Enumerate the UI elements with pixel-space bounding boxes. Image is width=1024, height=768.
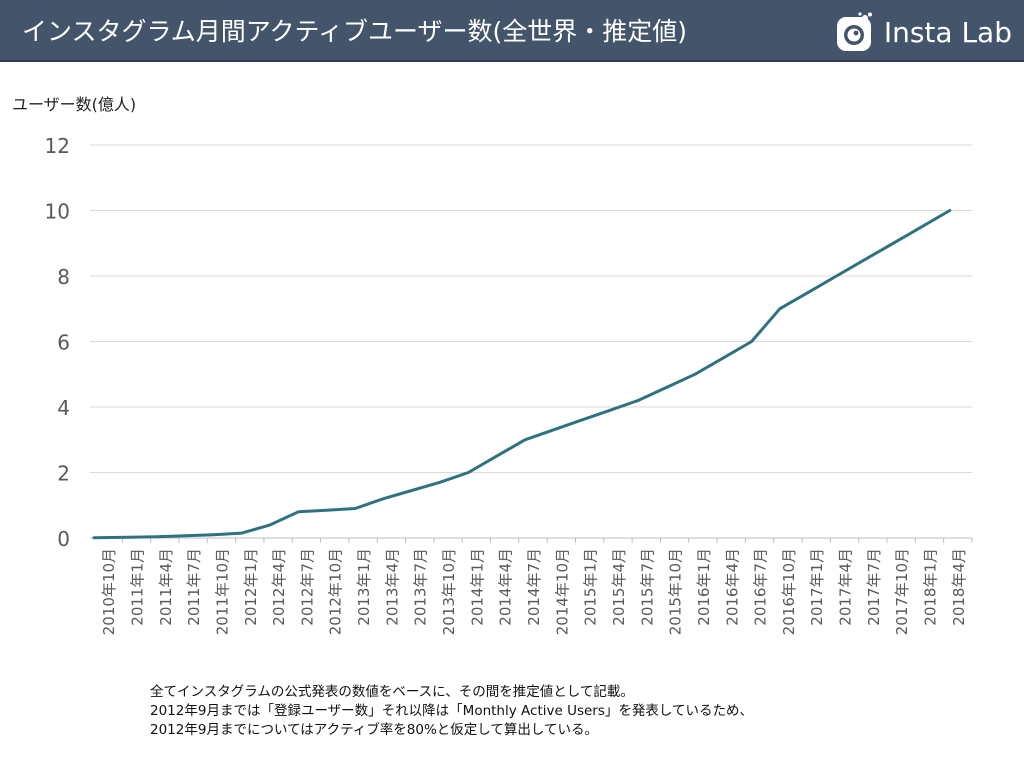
data-point: [608, 409, 612, 412]
data-point: [268, 523, 272, 527]
footnote-line-2: 2012年9月までは「登録ユーザー数」それ以降は「Monthly Active …: [150, 703, 753, 719]
x-tick-label: 2011年7月: [185, 548, 203, 626]
x-tick-label: 2014年1月: [468, 548, 486, 626]
y-tick-label: 8: [57, 265, 70, 289]
data-point: [297, 510, 300, 513]
data-point: [495, 454, 498, 458]
data-point: [891, 242, 895, 245]
x-tick-label: 2016年1月: [695, 548, 713, 626]
x-tick-label: 2010年10月: [100, 548, 118, 635]
data-point: [523, 438, 527, 441]
x-tick-label: 2013年7月: [412, 548, 430, 626]
y-tick-label: 4: [57, 396, 70, 420]
series-layer: [92, 209, 952, 540]
data-point: [438, 481, 442, 484]
x-tick-label: 2017年10月: [893, 548, 911, 635]
y-tick-label: 0: [57, 527, 70, 551]
brand-name: Insta Lab: [883, 15, 1012, 49]
line-chart: ユーザー数(億人) 0 2 4 6 8 10 12 2010年10月 2011年1月 2011年…: [12, 95, 973, 635]
x-tick-label: 2015年4月: [610, 548, 628, 626]
header-bar: インスタグラム月間アクティブユーザー数(全世界・推定値) Insta Lab: [0, 0, 1024, 62]
data-point: [127, 536, 130, 539]
y-tick-label: 12: [45, 134, 70, 158]
data-point: [212, 533, 215, 536]
chart-area: ユーザー数(億人) 0 2 4 6 8 10 12 2010年10月 2011年1月 2011年…: [0, 62, 1024, 682]
data-point: [240, 531, 243, 535]
x-tick-label: 2016年4月: [723, 548, 741, 626]
x-tick-label: 2011年1月: [128, 548, 146, 626]
y-axis-ticks: 0 2 4 6 8 10 12: [45, 134, 70, 551]
data-point: [835, 274, 838, 278]
data-point: [353, 507, 357, 510]
data-point: [183, 534, 187, 537]
page-title: インスタグラム月間アクティブユーザー数(全世界・推定値): [22, 17, 688, 46]
data-point: [665, 386, 668, 389]
data-point: [580, 418, 583, 422]
y-tick-label: 10: [45, 200, 70, 224]
x-tick-label: 2014年7月: [525, 548, 543, 626]
x-tick-label: 2018年4月: [950, 548, 968, 626]
data-point: [92, 536, 96, 539]
footnote-line-3: 2012年9月までについてはアクティブ率を80%と仮定して算出している。: [150, 722, 598, 738]
data-point: [920, 225, 923, 229]
x-tick-label: 2017年7月: [865, 548, 883, 626]
brand-logo: Insta Lab: [836, 10, 1012, 54]
data-point: [637, 399, 640, 402]
x-tick-label: 2015年10月: [667, 548, 685, 635]
data-point: [863, 258, 867, 261]
footnote: 全てインスタグラムの公式発表の数値をベースに、その間を推定値として記載。 201…: [150, 683, 1010, 740]
data-point: [948, 209, 952, 212]
x-tick-label: 2012年4月: [270, 548, 288, 626]
data-point: [750, 340, 753, 343]
y-tick-label: 6: [57, 331, 70, 355]
x-tick-label: 2013年10月: [440, 548, 458, 635]
data-point: [467, 471, 470, 474]
x-tick-label: 2013年1月: [355, 548, 373, 626]
y-tick-label: 2: [57, 462, 70, 486]
insta-lab-logo-icon: [836, 12, 872, 51]
x-tick-label: 2011年4月: [157, 548, 175, 626]
data-point: [807, 291, 810, 294]
x-tick-label: 2012年7月: [298, 548, 316, 626]
data-point: [778, 307, 782, 310]
x-tick-label: 2015年7月: [638, 548, 656, 626]
y-axis-label: ユーザー数(億人): [12, 95, 136, 114]
footnote-line-1: 全てインスタグラムの公式発表の数値をベースに、その間を推定値として記載。: [150, 684, 634, 700]
x-tick-label: 2013年4月: [383, 548, 401, 626]
gridlines: [90, 144, 972, 539]
data-point: [410, 489, 413, 492]
x-tick-label: 2012年10月: [327, 548, 345, 635]
data-point: [155, 535, 159, 538]
data-point: [722, 356, 725, 360]
data-point: [382, 497, 385, 500]
x-tick-label: 2016年7月: [752, 548, 770, 626]
x-tick-label: 2015年1月: [582, 548, 600, 626]
x-tick-label: 2014年4月: [497, 548, 515, 626]
x-axis-ticks: 2010年10月 2011年1月 2011年4月 2011年7月 2011年10月 201…: [100, 538, 973, 635]
x-tick-label: 2011年10月: [213, 548, 231, 635]
x-tick-label: 2014年10月: [553, 548, 571, 635]
x-tick-label: 2017年1月: [808, 548, 826, 626]
x-tick-label: 2018年1月: [922, 548, 940, 626]
x-tick-label: 2012年1月: [242, 548, 260, 626]
x-tick-label: 2016年10月: [780, 548, 798, 635]
data-point: [325, 508, 328, 512]
series-line-mau: [92, 209, 952, 540]
x-tick-label: 2017年4月: [837, 548, 855, 626]
data-point: [552, 428, 555, 432]
data-point: [693, 373, 697, 376]
